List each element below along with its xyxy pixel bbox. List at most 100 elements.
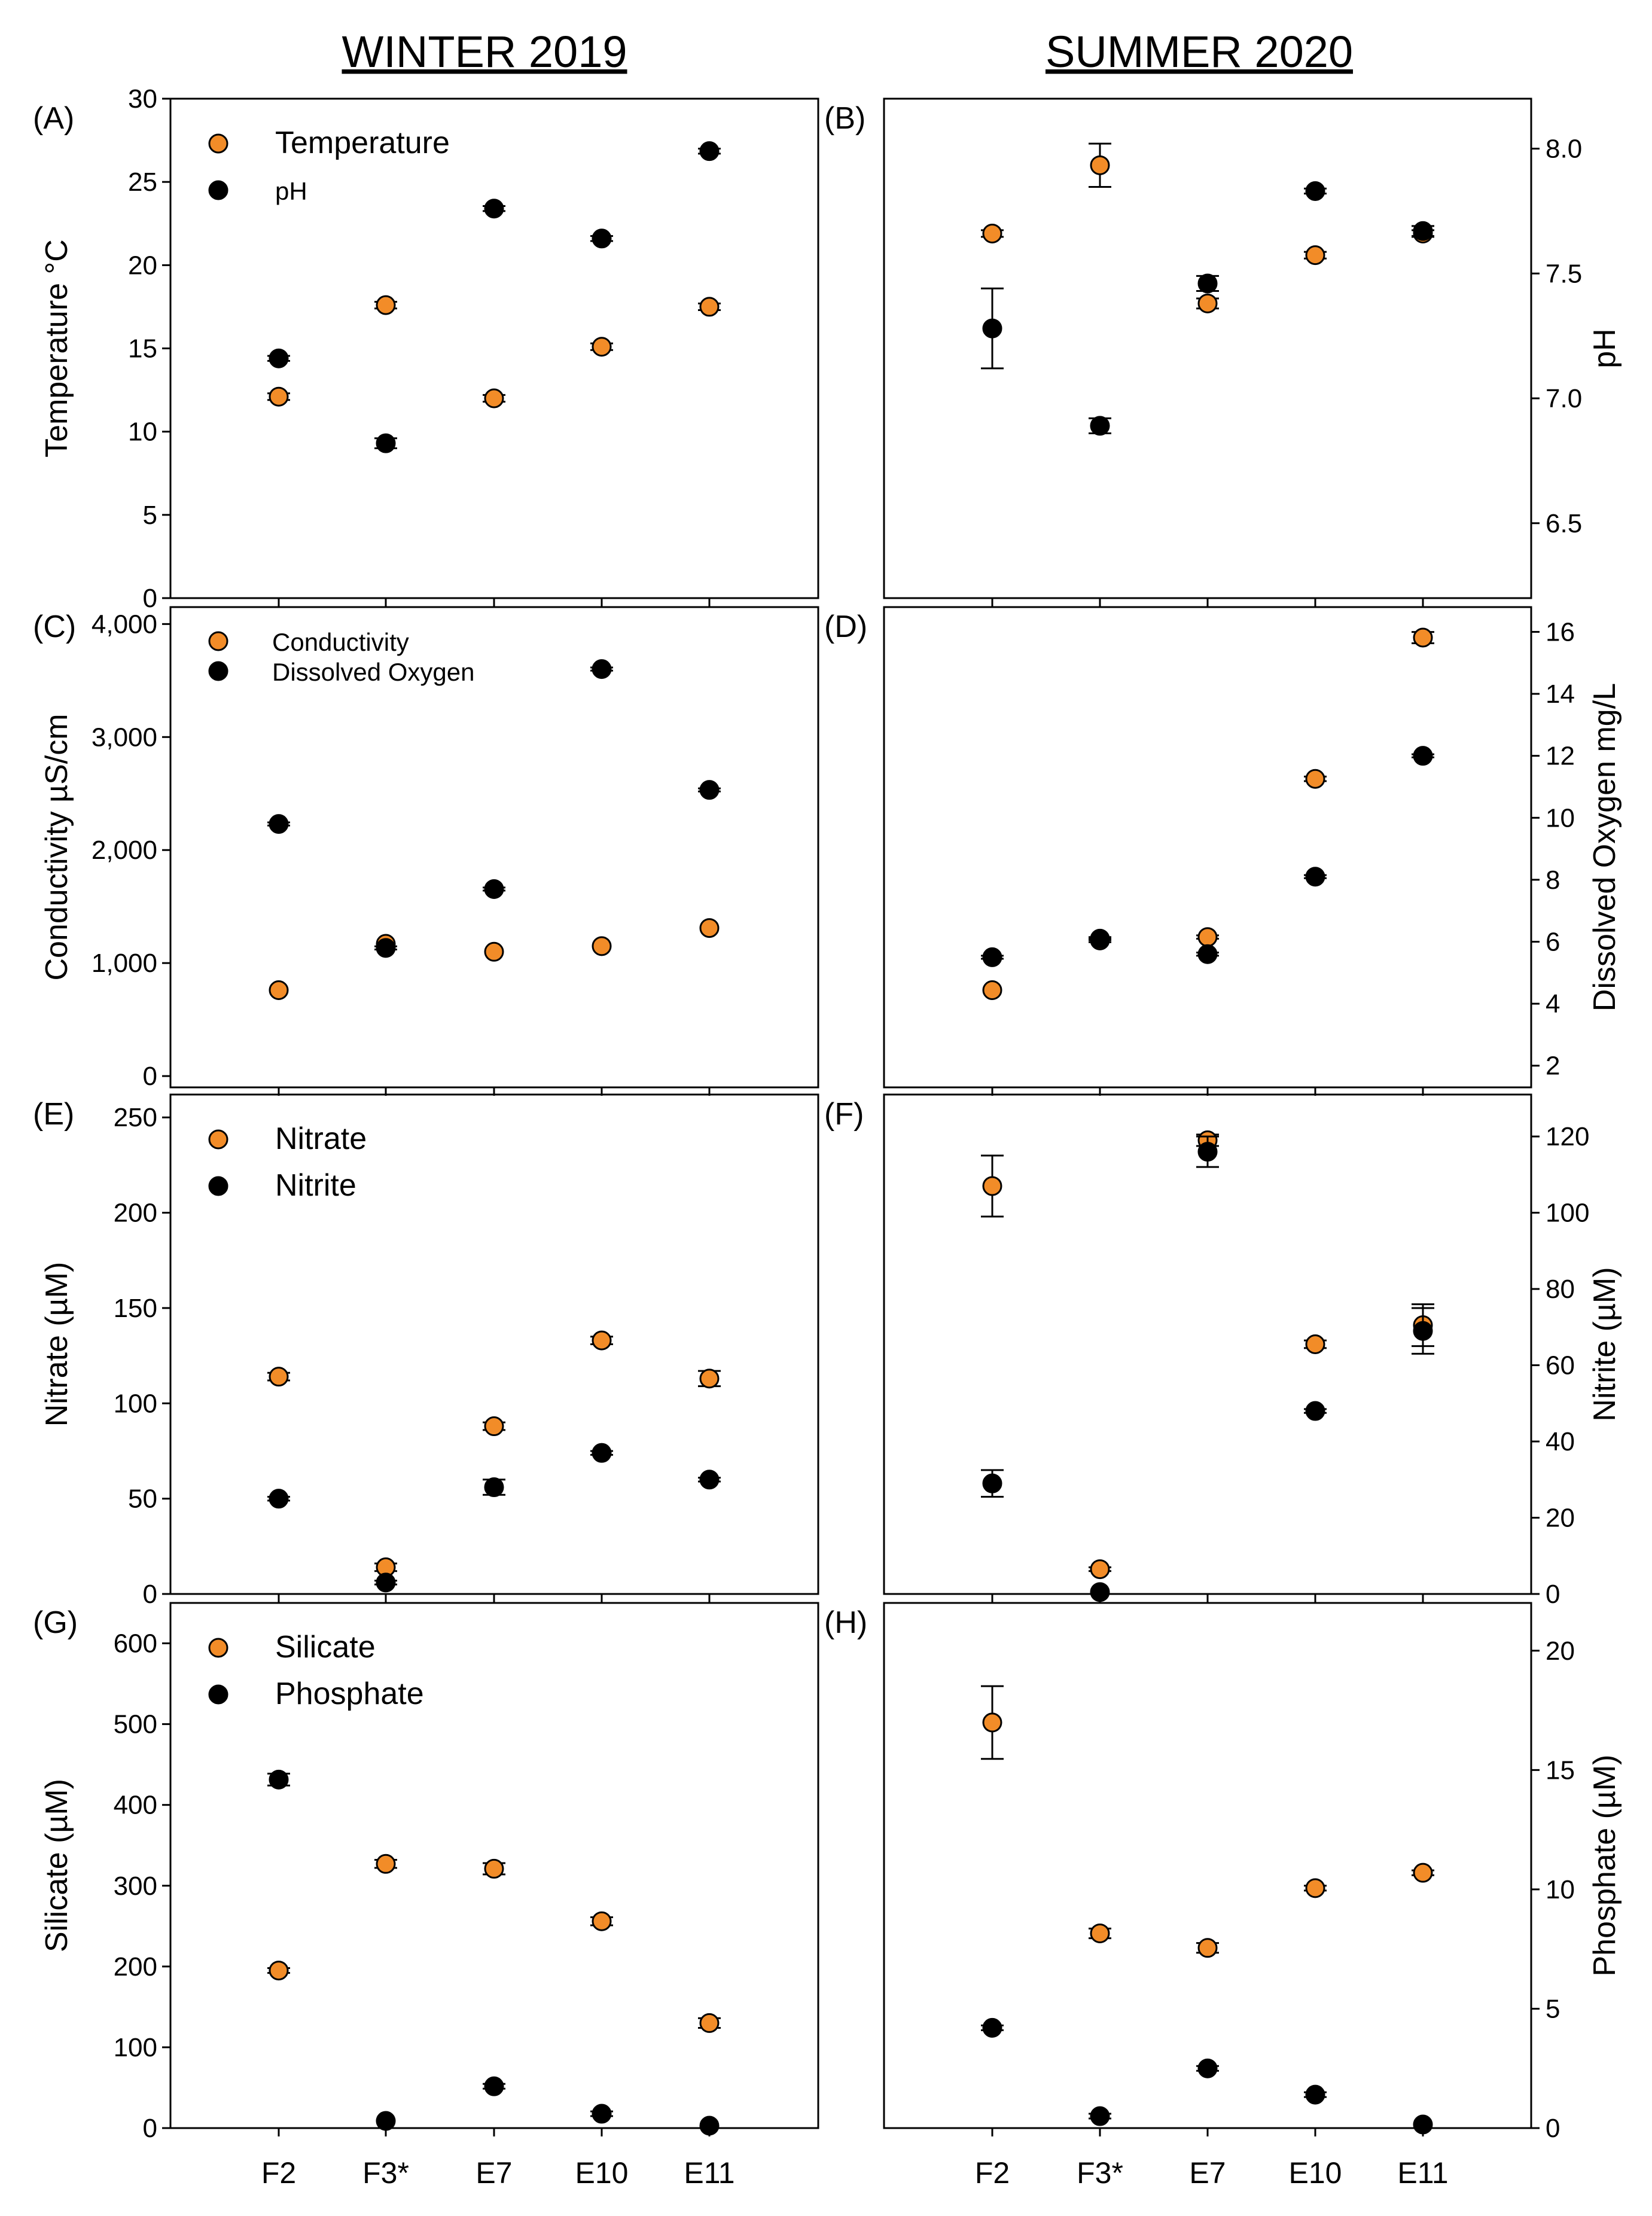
y-tick-label: 200: [114, 1199, 157, 1228]
series-temperature: [267, 295, 721, 409]
data-point: [376, 1854, 396, 1874]
plot-frame: [883, 1602, 1532, 2129]
y-tick-label: 100: [114, 2033, 157, 2062]
panel-label: (H): [824, 1605, 867, 1640]
legend-label: Temperature: [275, 126, 450, 160]
legend-label: Dissolved Oxygen: [272, 658, 474, 686]
data-point: [1090, 1559, 1110, 1580]
series-dissolved-oxygen: [981, 746, 1434, 967]
series-conductivity: [269, 918, 720, 1001]
data-point: [1413, 746, 1433, 766]
y2-axis-label: Phosphate (µM): [1587, 1754, 1622, 1976]
y2-axis-label: Dissolved Oxygen mg/L: [1587, 683, 1622, 1011]
data-point: [1090, 928, 1110, 949]
data-point: [1305, 2084, 1325, 2105]
data-point: [982, 980, 1002, 1001]
data-point: [1197, 293, 1218, 313]
x-tick-label: F2: [261, 2156, 296, 2190]
legend-marker: [208, 1129, 228, 1150]
y2-tick-label: 6.5: [1546, 509, 1582, 538]
y2-tick-label: 10: [1546, 803, 1575, 833]
y2-tick-label: 8: [1546, 865, 1560, 895]
y-tick-label: 500: [114, 1710, 157, 1739]
legend-label: Silicate: [275, 1630, 376, 1665]
legend-marker: [208, 1684, 228, 1705]
y2-tick-label: 16: [1546, 617, 1575, 647]
data-point: [1197, 1938, 1218, 1958]
y2-tick-label: 100: [1546, 1199, 1589, 1228]
legend-label: pH: [275, 177, 307, 205]
panel-d: (D) 2 4 6 8 10 12 14 16 Dissolved Oxygen mg/L: [824, 606, 1622, 1096]
series-silicate: [981, 1685, 1434, 1958]
data-point: [592, 1443, 612, 1463]
data-point: [1090, 2106, 1110, 2126]
x-tick-label: F3*: [1077, 2156, 1123, 2190]
data-point: [269, 1769, 289, 1790]
plot-frame: [169, 606, 819, 1089]
y-tick-label: 0: [143, 2114, 157, 2143]
panel-a: (A) 0 5 10 15 20 25 30 Temperature °C Temperature…: [33, 84, 819, 613]
data-point: [269, 980, 289, 1001]
plot-frame: [883, 97, 1532, 599]
x-tick-label: E7: [1189, 2156, 1226, 2190]
data-point: [269, 348, 289, 368]
panel-label: (G): [33, 1605, 78, 1640]
data-point: [699, 780, 720, 800]
data-point: [1305, 769, 1325, 789]
legend-marker: [208, 1176, 228, 1196]
data-point: [269, 1489, 289, 1509]
legend-marker: [208, 133, 228, 154]
series-conductivity: [982, 627, 1434, 1001]
data-point: [1197, 273, 1218, 294]
data-point: [592, 659, 612, 679]
plot-frame: [169, 1093, 819, 1595]
y-tick-label: 100: [114, 1389, 157, 1418]
series-nitrate: [981, 1130, 1434, 1580]
y2-tick-label: 7.0: [1546, 384, 1582, 413]
data-point: [982, 1176, 1002, 1196]
data-point: [269, 814, 289, 834]
data-point: [1305, 867, 1325, 887]
data-point: [699, 2116, 720, 2136]
panel-label: (E): [33, 1097, 74, 1132]
data-point: [1305, 1401, 1325, 1421]
data-point: [592, 2104, 612, 2124]
y2-axis-label: pH: [1587, 328, 1622, 368]
y-tick-label: 0: [143, 1062, 157, 1091]
data-point: [982, 947, 1002, 967]
data-point: [269, 1367, 289, 1387]
data-point: [982, 1473, 1002, 1493]
panel-b: (B) 6.5 7.0 7.5 8.0 pH: [824, 97, 1622, 606]
legend-marker: [208, 631, 228, 651]
data-point: [376, 433, 396, 453]
x-tick-label: F3*: [362, 2156, 409, 2190]
series-phosphate: [267, 1769, 720, 2136]
data-point: [699, 1470, 720, 1490]
x-tick-label: E11: [684, 2156, 734, 2190]
data-point: [699, 918, 720, 938]
data-point: [376, 938, 396, 958]
data-point: [1197, 2058, 1218, 2078]
data-point: [484, 199, 504, 219]
data-point: [592, 1911, 612, 1931]
data-point: [484, 388, 504, 409]
y2-tick-label: 0: [1546, 2114, 1560, 2143]
x-tick-label: E10: [1289, 2156, 1342, 2190]
x-tick-label: E10: [575, 2156, 629, 2190]
data-point: [982, 223, 1002, 243]
y-tick-label: 5: [143, 501, 157, 530]
legend-label: Nitrate: [275, 1121, 367, 1156]
y2-tick-label: 2: [1546, 1051, 1560, 1081]
legend-label: Phosphate: [275, 1677, 424, 1711]
y-tick-label: 150: [114, 1294, 157, 1323]
data-point: [592, 228, 612, 249]
y2-tick-label: 14: [1546, 679, 1575, 709]
y-tick-label: 2,000: [92, 836, 157, 865]
legend-marker: [208, 1638, 228, 1658]
data-point: [1413, 1863, 1433, 1883]
y-tick-label: 600: [114, 1629, 157, 1659]
panel-e: (E) 0 50 100 150 200 250 Nitrate (µM) Nitrate Nit…: [33, 1093, 819, 1609]
y-tick-label: 0: [143, 1580, 157, 1609]
data-point: [484, 879, 504, 899]
